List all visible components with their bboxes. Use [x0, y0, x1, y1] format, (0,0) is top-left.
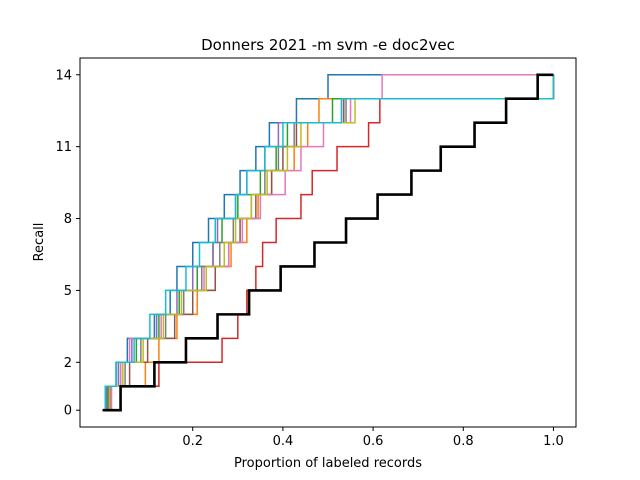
series-line-10: [102, 74, 555, 411]
x-axis-label: Proportion of labeled records: [234, 456, 422, 471]
y-axis: 0 2 5 8 11 14: [55, 68, 80, 419]
series-line-11: [102, 73, 554, 412]
y-tick-label: 14: [55, 68, 72, 83]
y-tick-label: 11: [55, 140, 72, 155]
x-axis: 0.2 0.4 0.6 0.8 1.0: [182, 427, 564, 449]
y-tick-label: 2: [64, 356, 72, 371]
y-tick-label: 0: [64, 404, 72, 419]
series-line-9: [102, 74, 555, 411]
y-tick-label: 8: [64, 212, 72, 227]
x-tick-label: 0.2: [182, 434, 203, 449]
chart-title: Donners 2021 -m svm -e doc2vec: [201, 36, 455, 54]
x-tick-label: 1.0: [543, 434, 564, 449]
y-axis-label: Recall: [32, 223, 47, 262]
x-tick-label: 0.8: [453, 434, 474, 449]
x-tick-label: 0.6: [363, 434, 384, 449]
x-tick-label: 0.4: [273, 434, 294, 449]
series-line-4: [102, 74, 555, 411]
series-layer: [102, 73, 555, 412]
plot-frame: [79, 57, 577, 428]
y-tick-label: 5: [64, 284, 72, 299]
